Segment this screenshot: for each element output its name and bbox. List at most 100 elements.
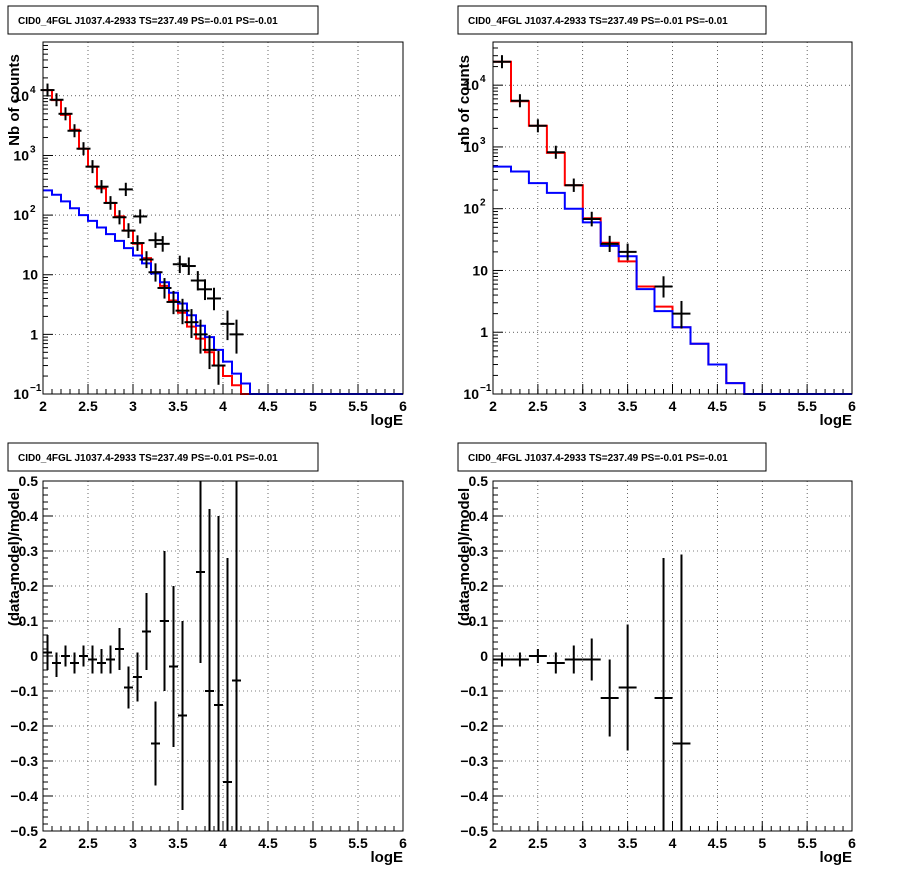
x-tick-label: 4.5 — [708, 835, 728, 851]
residual-point — [169, 586, 178, 747]
x-tick-label: 3.5 — [618, 398, 638, 414]
plot-frame — [492, 41, 853, 395]
residual-point — [546, 652, 565, 674]
data-point — [493, 55, 511, 69]
data-point — [672, 300, 691, 329]
data-point — [202, 335, 217, 370]
x-tick-label: 4 — [219, 835, 227, 851]
x-tick-label: 2.5 — [528, 835, 548, 851]
y-tick-label: −0.4 — [460, 788, 488, 804]
data-point — [130, 235, 145, 251]
residual-point — [106, 645, 115, 674]
x-axis-label: logE — [820, 412, 853, 429]
x-tick-label: 5 — [309, 398, 317, 414]
y-tick-label: 1 — [480, 324, 488, 340]
y-tick-label: −0.5 — [10, 823, 38, 839]
residual-point — [654, 558, 673, 831]
data-point — [198, 279, 212, 301]
data-point — [181, 257, 196, 275]
data-point — [600, 235, 619, 252]
y-tick-label: 0 — [480, 648, 488, 664]
y-tick-label: 10 — [463, 77, 479, 93]
data-point — [582, 211, 601, 227]
y-tick-label: 0.2 — [469, 578, 489, 594]
y-tick-label: 10 — [22, 267, 38, 283]
x-tick-label: 5.5 — [797, 835, 817, 851]
x-tick-label: 5.5 — [348, 835, 368, 851]
y-axis: −0.5 −0.4 −0.3 −0.2 −0.1 0 0.1 0.2 0.3 0.4 0.5(dat… — [6, 473, 403, 839]
x-tick-label: 5 — [758, 398, 766, 414]
data-point — [67, 124, 82, 138]
y-tick-label: 0 — [30, 648, 38, 664]
title-box — [457, 5, 767, 35]
y-tick-label: −0.3 — [460, 753, 488, 769]
y-tick-label: −0.3 — [10, 753, 38, 769]
residual-point — [142, 593, 151, 670]
title-box — [7, 442, 319, 472]
y-tick-label: 10 — [463, 201, 479, 217]
residual-point — [124, 666, 133, 709]
x-tick-label: 3 — [129, 398, 137, 414]
y-tick-label: −0.4 — [10, 788, 38, 804]
residual-point — [528, 649, 547, 663]
y-axis-label: (data-model)/model — [456, 488, 473, 626]
data-point — [94, 180, 109, 194]
x-tick-label: 6 — [848, 835, 856, 851]
y-tick-label: 10 — [463, 139, 479, 155]
data-point — [229, 319, 244, 354]
x-tick-label: 2 — [39, 835, 47, 851]
data-point — [157, 278, 172, 299]
residual-point — [672, 554, 691, 831]
x-tick-label: 5.5 — [797, 398, 817, 414]
data-point — [118, 182, 133, 197]
y-tick-label: −0.2 — [460, 718, 488, 734]
y-tick-label: 0.4 — [469, 508, 489, 524]
plot-frame — [492, 480, 853, 832]
data-point — [211, 350, 226, 385]
chart-title: CID0_4FGL J1037.4-2933 TS=237.49 PS=-0.0… — [468, 16, 728, 27]
x-tick-label: 2.5 — [78, 398, 98, 414]
data-point — [121, 223, 136, 239]
y-tick-label: −0.2 — [10, 718, 38, 734]
y-tick-label: 1 — [30, 326, 38, 342]
x-tick-label: 3.5 — [168, 835, 188, 851]
data-point — [76, 142, 91, 156]
data-point — [133, 209, 148, 224]
data-point — [175, 298, 190, 325]
residual-point — [214, 516, 223, 831]
y-tick-label: 0.5 — [469, 473, 489, 489]
y-tick-label: 10 — [13, 207, 29, 223]
y-tick-exponent: −1 — [480, 383, 492, 394]
y-tick-exponent: −1 — [30, 383, 42, 394]
y-tick-label: 10 — [463, 386, 479, 402]
y-tick-exponent: 4 — [30, 85, 36, 96]
x-tick-label: 4.5 — [258, 835, 278, 851]
data-point — [190, 271, 205, 291]
x-tick-label: 5 — [758, 835, 766, 851]
title-box — [7, 5, 319, 35]
data-point — [193, 319, 208, 354]
residual-point — [160, 551, 169, 691]
data-point — [207, 287, 221, 311]
residual-point — [79, 645, 88, 667]
plot-frame — [42, 480, 404, 832]
x-tick-label: 2 — [489, 835, 497, 851]
data-point — [85, 160, 100, 174]
chart-panel-4: CID0_4FGL J1037.4-2933 TS=237.49 PS=-0.0… — [456, 442, 856, 866]
residual-point — [232, 481, 241, 831]
residual-point — [510, 652, 529, 667]
x-tick-label: 2.5 — [528, 398, 548, 414]
residual-point — [493, 652, 511, 667]
x-tick-label: 6 — [399, 398, 407, 414]
chart-title: CID0_4FGL J1037.4-2933 TS=237.49 PS=-0.0… — [468, 453, 728, 464]
data-point — [148, 232, 163, 248]
x-tick-label: 3 — [129, 835, 137, 851]
data-point — [528, 119, 547, 133]
chart-title: CID0_4FGL J1037.4-2933 TS=237.49 PS=-0.0… — [18, 453, 278, 464]
residual-point — [178, 621, 187, 810]
residual-point — [151, 701, 160, 786]
y-tick-label: 0.1 — [469, 613, 489, 629]
